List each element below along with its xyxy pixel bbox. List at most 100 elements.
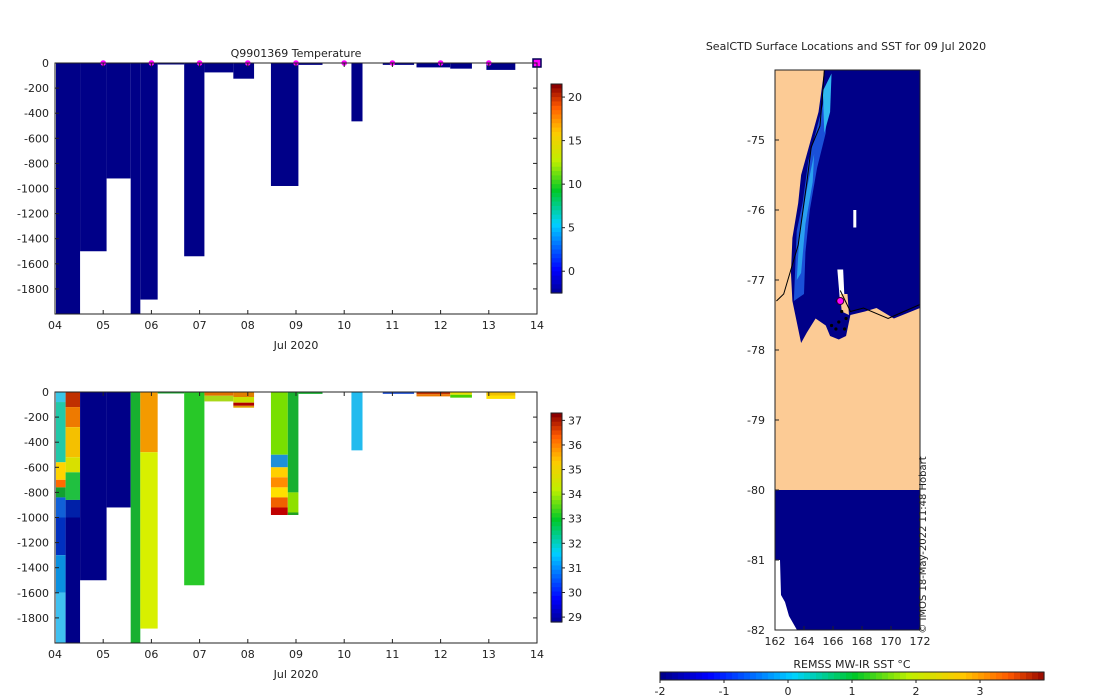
colorbar-segment	[551, 534, 562, 540]
colorbar-segment	[551, 101, 562, 107]
colorbar-segment	[551, 617, 562, 623]
x-tick-label: 14	[530, 319, 544, 332]
sst-colorbar-segment	[858, 672, 865, 680]
colorbar-segment	[551, 227, 562, 233]
profile-band	[65, 517, 81, 643]
profile-bar	[55, 63, 81, 314]
colorbar-tick-label: 15	[568, 135, 582, 148]
sst-colorbar-segment	[810, 672, 817, 680]
profile-band	[140, 452, 158, 629]
sst-colorbar-segment	[1008, 672, 1015, 680]
profile-band	[157, 392, 185, 394]
sst-colorbar-segment	[750, 672, 757, 680]
x-tick-label: 08	[241, 319, 255, 332]
colorbar-segment	[551, 495, 562, 501]
profile-band	[65, 472, 81, 500]
x-tick-label: 11	[385, 648, 399, 661]
sst-colorbar-segment	[1014, 672, 1021, 680]
sst-colorbar-tick-label: 3	[977, 685, 984, 698]
x-tick-label: 11	[385, 319, 399, 332]
profile-band	[106, 392, 131, 508]
map-x-tick-label: 162	[765, 635, 786, 648]
colorbar-segment	[551, 565, 562, 571]
sst-colorbar-tick-label: -2	[655, 685, 666, 698]
y-tick-label: -1000	[17, 183, 49, 196]
colorbar-segment	[551, 271, 562, 277]
colorbar-segment	[551, 447, 562, 453]
x-tick-label: 10	[337, 648, 351, 661]
y-tick-label: -400	[24, 436, 49, 449]
map-y-tick-label: -76	[747, 204, 765, 217]
colorbar-segment	[551, 258, 562, 264]
map-x-tick-label: 166	[823, 635, 844, 648]
profile-band	[270, 454, 288, 468]
profile-band	[486, 392, 516, 396]
profile-band	[65, 427, 81, 458]
sst-colorbar-segment	[1032, 672, 1039, 680]
profile-bar	[204, 63, 234, 73]
sst-colorbar-segment	[768, 672, 775, 680]
colorbar-segment	[551, 434, 562, 440]
track-point	[844, 316, 848, 321]
colorbar-segment	[551, 456, 562, 462]
colorbar-segment	[551, 171, 562, 177]
profile-band	[204, 395, 234, 402]
sst-colorbar-segment	[1020, 672, 1027, 680]
colorbar-segment	[551, 500, 562, 506]
profile-bar	[450, 63, 472, 69]
profile-band	[298, 392, 323, 394]
colorbar-segment	[551, 569, 562, 575]
colorbar-tick-label: 32	[568, 537, 582, 550]
sst-colorbar-segment	[990, 672, 997, 680]
colorbar-segment	[551, 426, 562, 432]
profile-bar	[140, 63, 158, 300]
colorbar-segment	[551, 574, 562, 580]
y-tick-label: -1400	[17, 233, 49, 246]
colorbar-segment	[551, 158, 562, 163]
sst-colorbar-segment	[882, 672, 889, 680]
copyright-watermark: © IMOS 18-May-2022 11:48 Hobart	[918, 456, 929, 633]
sst-colorbar-segment	[660, 672, 667, 680]
colorbar-segment	[551, 556, 562, 562]
profile-band	[55, 402, 66, 463]
colorbar-segment	[551, 110, 562, 116]
x-tick-label: 10	[337, 319, 351, 332]
map-x-tick-label: 170	[881, 635, 902, 648]
sst-colorbar-segment	[834, 672, 841, 680]
map-y-tick-label: -81	[747, 554, 765, 567]
profile-bar	[351, 63, 363, 122]
colorbar-segment	[551, 547, 562, 553]
x-tick-label: 13	[482, 319, 496, 332]
colorbar-segment	[551, 88, 562, 94]
track-point	[843, 327, 847, 331]
colorbar-segment	[551, 153, 562, 159]
profile-band	[184, 392, 205, 586]
sst-colorbar-segment	[918, 672, 925, 680]
colorbar-segment	[551, 105, 562, 111]
profile-band	[233, 402, 255, 406]
profile-band	[65, 499, 81, 518]
profile-band	[270, 467, 288, 478]
sst-colorbar-segment	[912, 672, 919, 680]
sst-colorbar-segment	[672, 672, 679, 680]
colorbar-tick-label: 5	[568, 222, 575, 235]
colorbar-tick-label: 10	[568, 178, 582, 191]
colorbar-segment	[551, 284, 562, 290]
sst-colorbar-segment	[900, 672, 907, 680]
colorbar-segment	[551, 504, 562, 510]
colorbar-tick-label: 37	[568, 414, 582, 427]
colorbar-segment	[551, 201, 562, 207]
coastal-sst-strip-inner	[796, 154, 815, 280]
map-x-tick-label: 164	[794, 635, 815, 648]
sst-colorbar-segment	[966, 672, 973, 680]
profile-band	[450, 392, 472, 395]
x-tick-label: 12	[434, 648, 448, 661]
colorbar-segment	[551, 460, 562, 466]
sst-colorbar-segment	[744, 672, 751, 680]
y-tick-label: -800	[24, 157, 49, 170]
profile-bar	[80, 63, 107, 252]
colorbar-segment	[551, 262, 562, 268]
x-tick-label: 12	[434, 319, 448, 332]
colorbar-segment	[551, 188, 562, 194]
colorbar-frame	[550, 83, 563, 294]
